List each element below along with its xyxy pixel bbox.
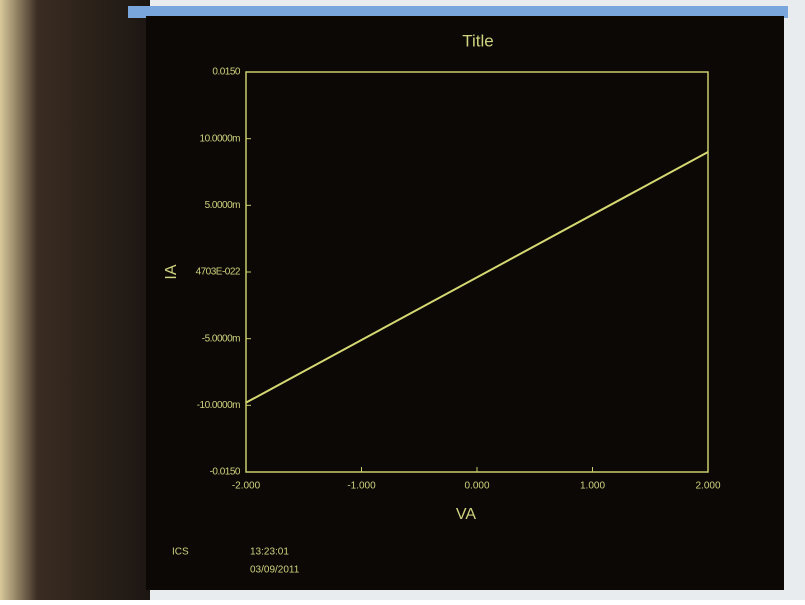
y-tick-label: 0.0150 bbox=[212, 67, 241, 78]
y-tick-label: -5.0000m bbox=[202, 333, 240, 344]
time-label: 13:23:01 bbox=[250, 547, 289, 558]
y-tick-label: 4703E-022 bbox=[196, 267, 241, 278]
x-tick-label: -2.000 bbox=[232, 481, 261, 492]
x-tick-label: 0.000 bbox=[464, 481, 489, 492]
x-axis-label: VA bbox=[456, 506, 476, 523]
y-tick-label: 10.0000m bbox=[200, 133, 241, 144]
date-label: 03/09/2011 bbox=[250, 565, 300, 576]
photo: Title VA IA ICS 13:23:01 03/09/2011 -0.0… bbox=[0, 0, 805, 600]
y-tick-label: -10.0000m bbox=[197, 400, 240, 411]
chart-title: Title bbox=[462, 31, 494, 50]
x-tick-label: 1.000 bbox=[580, 481, 605, 492]
y-tick-label: -0.0150 bbox=[210, 467, 241, 478]
page: Title VA IA ICS 13:23:01 03/09/2011 -0.0… bbox=[0, 0, 805, 600]
y-axis-label: IA bbox=[163, 264, 180, 279]
plot-window bbox=[146, 16, 784, 590]
x-tick-label: 2.000 bbox=[695, 481, 720, 492]
x-tick-label: -1.000 bbox=[347, 481, 376, 492]
app-label: ICS bbox=[172, 547, 189, 558]
bezel bbox=[0, 0, 150, 600]
y-tick-label: 5.0000m bbox=[205, 200, 241, 211]
